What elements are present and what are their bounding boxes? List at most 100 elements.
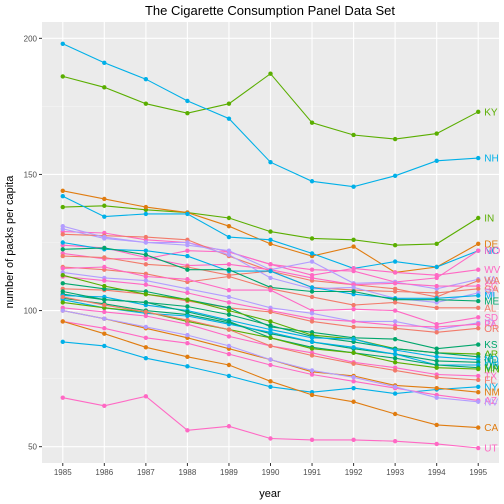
data-point-sd (351, 306, 356, 312)
data-point-ca (102, 331, 107, 336)
series-label-mi: MI (484, 291, 495, 302)
data-point-oh (392, 351, 398, 357)
data-point-sc (226, 262, 232, 267)
data-point-ks (60, 281, 65, 286)
data-point-ny (60, 339, 65, 345)
data-point-nc (309, 251, 315, 256)
data-point-ut (434, 441, 439, 447)
data-point-oh (309, 339, 315, 345)
series-label-fl: FL (484, 375, 496, 386)
data-point-in (476, 215, 481, 221)
data-point-nv (351, 375, 356, 380)
data-point-me (309, 289, 315, 294)
data-point-al (476, 305, 481, 311)
data-point-in (309, 236, 315, 241)
data-point-nc (143, 211, 149, 217)
data-point-nv (226, 343, 232, 349)
x-tick-label: 1990 (262, 468, 280, 477)
series-label-pa: PA (484, 320, 497, 331)
data-point-ri (143, 240, 149, 245)
data-point-nd (351, 336, 356, 342)
data-point-fl (309, 353, 315, 358)
data-point-ky (143, 101, 149, 106)
series-label-wa: WA (484, 276, 500, 287)
data-point-mi (60, 240, 65, 245)
data-point-mo (476, 248, 481, 253)
data-point-mn (392, 360, 398, 365)
data-point-sd (392, 308, 398, 313)
x-tick-label: 1992 (345, 468, 363, 477)
data-point-ar (60, 272, 65, 278)
data-point-pa (226, 300, 232, 305)
data-point-az (185, 341, 190, 346)
data-point-ma (102, 297, 107, 302)
data-point-wv (268, 262, 273, 267)
data-point-wv (351, 266, 356, 271)
data-point-mi (268, 268, 273, 274)
data-point-ca (185, 354, 190, 360)
data-point-nd (434, 354, 439, 360)
series-label-nv: NV (484, 397, 498, 408)
series-label-mo: MO (484, 246, 500, 257)
data-point-al (434, 305, 439, 311)
data-point-ma (60, 289, 65, 294)
x-tick-label: 1988 (179, 468, 197, 477)
data-point-nv (143, 324, 149, 330)
data-point-ca (60, 319, 65, 324)
data-point-ky (226, 101, 232, 106)
series-label-ia: IA (484, 352, 494, 363)
data-point-pa (351, 319, 356, 324)
series-label-id: ID (484, 318, 494, 329)
series-label-ny: NY (484, 382, 498, 393)
data-point-ma (143, 300, 149, 305)
data-point-mn (476, 366, 481, 372)
data-point-nv (392, 384, 398, 389)
chart-title: The Cigarette Consumption Panel Data Set (145, 3, 395, 18)
data-point-sc (309, 275, 315, 281)
data-point-nv (102, 316, 107, 321)
data-point-az (268, 362, 273, 368)
data-point-ca (434, 422, 439, 428)
data-point-wa (60, 232, 65, 237)
x-tick-label: 1994 (428, 468, 446, 477)
series-label-az: AZ (484, 396, 497, 407)
data-point-sc (392, 281, 398, 286)
data-point-ut (60, 395, 65, 400)
data-point-ut (226, 424, 232, 429)
data-point-nh (434, 158, 439, 164)
data-point-sd (102, 264, 107, 270)
data-point-nv (434, 395, 439, 400)
data-point-al (309, 294, 315, 300)
data-point-nc (185, 211, 190, 217)
data-point-ga (434, 290, 439, 296)
data-point-id (309, 311, 315, 316)
data-point-ca (309, 392, 315, 398)
data-point-nc (434, 264, 439, 270)
data-point-ga (392, 289, 398, 294)
x-tick-label: 1985 (54, 468, 72, 477)
data-point-nh (143, 76, 149, 82)
series-label-de: DE (484, 239, 498, 250)
data-point-ga (476, 286, 481, 291)
series-label-al: AL (484, 303, 497, 314)
data-point-ri (60, 223, 65, 229)
data-point-pa (434, 324, 439, 330)
data-point-mi (143, 248, 149, 253)
series-label-sc: SC (484, 282, 498, 293)
data-point-mi (185, 253, 190, 259)
data-point-oh (351, 345, 356, 350)
data-point-ri (226, 252, 232, 257)
data-point-pa (143, 282, 149, 287)
data-point-id (143, 278, 149, 283)
data-point-mi (309, 285, 315, 290)
data-point-nh (226, 116, 232, 121)
data-point-ia (434, 350, 439, 355)
data-point-az (351, 379, 356, 384)
series-label-wv: WV (484, 265, 500, 276)
data-point-ut (392, 439, 398, 444)
data-point-ny (143, 355, 149, 361)
data-point-ky (268, 71, 273, 76)
series-label-ky: KY (484, 107, 498, 118)
data-point-nh (268, 159, 273, 165)
